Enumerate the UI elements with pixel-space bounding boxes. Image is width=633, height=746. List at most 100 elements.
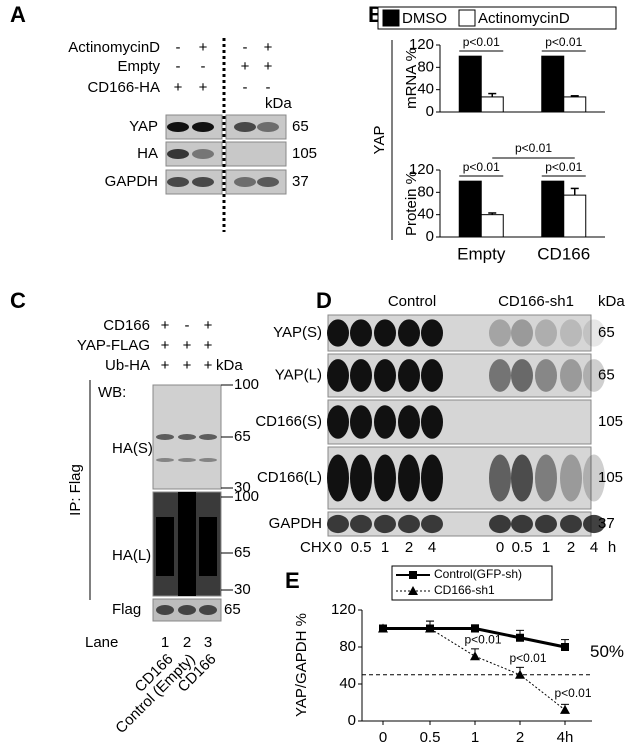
row-label: ActinomycinD (68, 39, 160, 56)
band (178, 434, 196, 440)
blot-label: CD166(S) (255, 413, 322, 430)
legend-marker (409, 571, 417, 579)
row-label: YAP-FLAG (77, 337, 150, 354)
point (561, 643, 569, 651)
band (535, 454, 557, 502)
point (378, 623, 388, 633)
y-tick-label: 40 (339, 675, 356, 692)
band (327, 359, 349, 392)
sign: - (185, 317, 190, 334)
band (489, 359, 511, 392)
y-tick-label: 0 (426, 228, 434, 245)
group-label: Control (388, 293, 436, 310)
band (374, 405, 396, 439)
band (398, 405, 420, 439)
band (511, 454, 533, 502)
x-tick-label: 4h (557, 729, 574, 746)
band (535, 359, 557, 392)
lane-title: Lane (85, 634, 118, 651)
band (398, 514, 420, 534)
kda-label: 105 (598, 469, 623, 486)
kda-label: 105 (292, 145, 317, 162)
legend-label: ActinomycinD (478, 10, 570, 27)
time-unit: h (608, 539, 616, 556)
time-title: CHX (300, 539, 332, 556)
bar (458, 55, 482, 113)
band (374, 514, 396, 534)
band (234, 177, 256, 187)
unit-label: kDa (216, 357, 243, 374)
band (489, 454, 511, 502)
kda-label: 37 (292, 173, 309, 190)
blot-label: YAP(S) (273, 324, 322, 341)
x-tick-label: 1 (471, 729, 479, 746)
band (167, 122, 189, 132)
panel-label: E (285, 568, 300, 593)
band (421, 359, 443, 392)
sign: + (264, 39, 273, 56)
x-tick-label: CD166 (537, 244, 590, 263)
bar (480, 214, 504, 238)
band (583, 359, 605, 392)
x-tick-label: 0.5 (420, 729, 441, 746)
significance-label: p<0.01 (545, 35, 582, 49)
unit-label: kDa (598, 293, 625, 310)
band (398, 454, 420, 502)
band (257, 122, 279, 132)
band (511, 359, 533, 392)
significance-label: p<0.01 (515, 141, 552, 155)
ip-label: IP: Flag (67, 464, 84, 516)
blot-label: CD166(L) (257, 469, 322, 486)
y-tick-label: 80 (339, 638, 356, 655)
band (192, 122, 214, 132)
sign: + (183, 357, 192, 374)
band (560, 514, 582, 534)
sign: + (264, 58, 273, 75)
blot-label: GAPDH (105, 173, 158, 190)
sign: + (161, 317, 170, 334)
band (167, 177, 189, 187)
smear (156, 517, 174, 576)
band (156, 434, 174, 440)
time-label: 0 (496, 539, 504, 556)
band (167, 149, 189, 159)
sign: - (266, 79, 271, 96)
band (199, 605, 217, 615)
point (515, 669, 525, 679)
sign: + (204, 357, 213, 374)
band (192, 149, 214, 159)
band (560, 319, 582, 347)
band (511, 319, 533, 347)
legend-label: CD166-sh1 (434, 583, 495, 597)
band (421, 454, 443, 502)
y-tick-label: 40 (417, 206, 434, 223)
time-label: 2 (567, 539, 575, 556)
time-label: 0.5 (512, 539, 533, 556)
band (350, 405, 372, 439)
band (327, 454, 349, 502)
band (583, 319, 605, 347)
band (535, 514, 557, 534)
band (374, 319, 396, 347)
sign: - (243, 39, 248, 56)
y-tick-label: 120 (331, 601, 356, 618)
time-label: 4 (590, 539, 598, 556)
band (199, 434, 217, 440)
sign: + (204, 317, 213, 334)
blot (225, 141, 287, 167)
time-label: 1 (381, 539, 389, 556)
point (560, 704, 570, 714)
sign: + (241, 58, 250, 75)
kda-label: 105 (598, 413, 623, 430)
y-axis-label: mRNA % (403, 48, 420, 109)
sign: + (199, 39, 208, 56)
y-tick-label: 40 (417, 81, 434, 98)
lane-number: 3 (204, 634, 212, 651)
blot-label: YAP (129, 118, 158, 135)
band (350, 514, 372, 534)
bar (541, 55, 565, 113)
significance-label: p<0.01 (509, 651, 546, 665)
band (156, 605, 174, 615)
